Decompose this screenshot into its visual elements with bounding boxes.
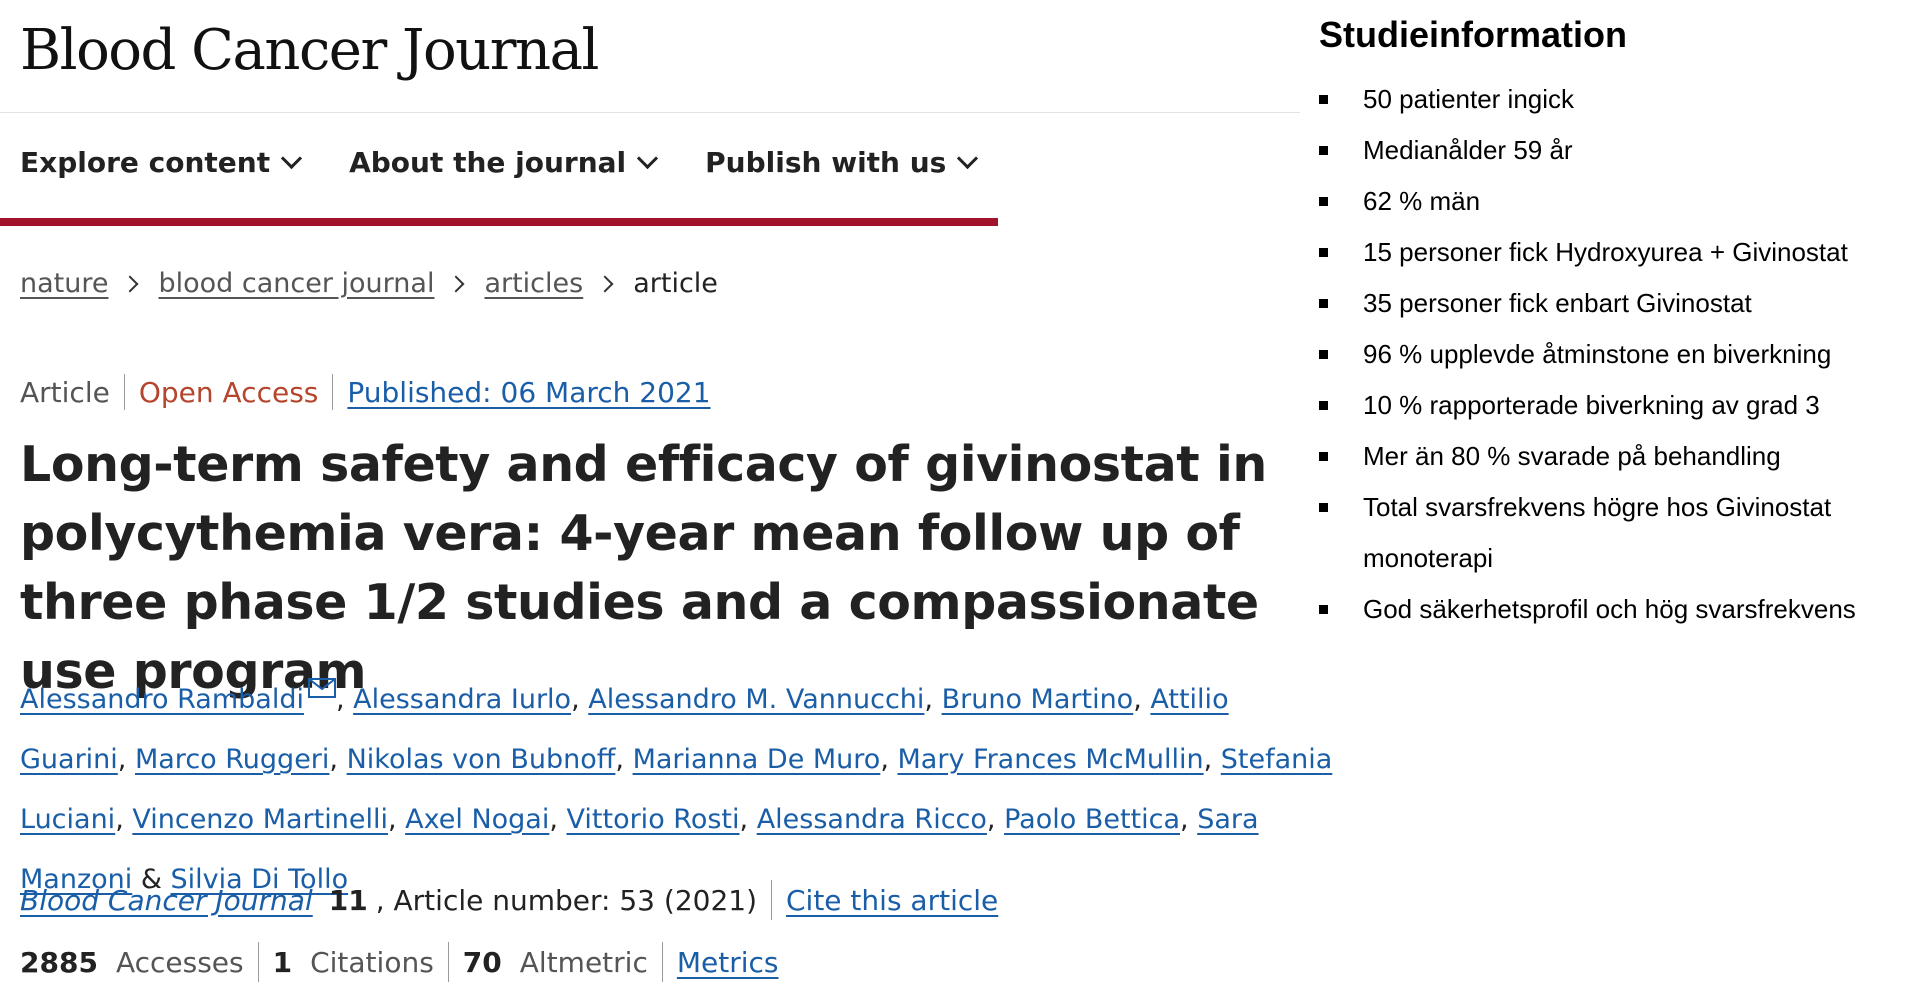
divider bbox=[661, 942, 663, 982]
author-link[interactable]: Paolo Bettica bbox=[1004, 804, 1181, 835]
author-link[interactable]: Marco Ruggeri bbox=[134, 744, 330, 775]
author-link[interactable]: Attilio Guarini bbox=[20, 684, 1229, 775]
divider bbox=[447, 942, 449, 982]
published-date-link[interactable]: Published: 06 March 2021 bbox=[347, 375, 711, 409]
altmetric-count: 70 bbox=[462, 945, 502, 979]
article-meta: Article Open Access Published: 06 March … bbox=[20, 374, 711, 410]
author-link[interactable]: Marianna De Muro bbox=[632, 744, 881, 775]
chevron-down-icon bbox=[957, 147, 979, 170]
divider bbox=[332, 374, 334, 410]
open-access-badge: Open Access bbox=[138, 375, 319, 409]
author-link[interactable]: Nikolas von Bubnoff bbox=[346, 744, 616, 775]
author-link[interactable]: Silvia Di Tollo bbox=[170, 864, 349, 895]
study-info-item: 50 patienter ingick bbox=[1319, 74, 1909, 125]
study-info-item: 35 personer fick enbart Givinostat bbox=[1319, 278, 1909, 329]
breadcrumb-articles[interactable]: articles bbox=[484, 268, 584, 299]
nav-about-the-journal[interactable]: About the journal bbox=[349, 146, 659, 179]
altmetric-label: Altmetric bbox=[519, 945, 648, 979]
citations-label: Citations bbox=[310, 945, 434, 979]
divider bbox=[771, 880, 772, 920]
cite-this-article-link[interactable]: Cite this article bbox=[786, 883, 999, 917]
author-link[interactable]: Stefania Luciani bbox=[20, 744, 1333, 835]
article-type: Article bbox=[20, 375, 110, 409]
author-link[interactable]: Alessandra Iurlo bbox=[353, 684, 572, 715]
study-info-item: 15 personer fick Hydroxyurea + Givinosta… bbox=[1319, 227, 1909, 278]
author-link[interactable]: Alessandra Ricco bbox=[756, 804, 987, 835]
mail-icon[interactable] bbox=[307, 678, 336, 698]
author-link[interactable]: Vittorio Rosti bbox=[566, 804, 740, 835]
study-info-item: Medianålder 59 år bbox=[1319, 125, 1909, 176]
nav-label: About the journal bbox=[349, 146, 627, 179]
author-link[interactable]: Sara Manzoni bbox=[20, 804, 1259, 895]
study-info-list: 50 patienter ingick Medianålder 59 år 62… bbox=[1319, 74, 1909, 635]
chevron-right-icon bbox=[596, 275, 614, 292]
study-info-panel: Studieinformation 50 patienter ingick Me… bbox=[1319, 14, 1909, 635]
article-title: Long-term safety and efficacy of givinos… bbox=[20, 436, 1267, 700]
citations-count: 1 bbox=[272, 945, 293, 979]
nav-explore-content[interactable]: Explore content bbox=[20, 146, 303, 179]
journal-logo[interactable]: Blood Cancer Journal bbox=[20, 18, 599, 83]
author-link[interactable]: Vincenzo Martinelli bbox=[132, 804, 388, 835]
study-info-item: 10 % rapporterade biverkning av grad 3 bbox=[1319, 380, 1909, 431]
author-list: Alessandro Rambaldi, Alessandra Iurlo, A… bbox=[20, 670, 1340, 910]
divider bbox=[257, 942, 259, 982]
study-info-item: Mer än 80 % svarade på behandling bbox=[1319, 431, 1909, 482]
study-info-item: Total svarsfrekvens högre hos Givinostat… bbox=[1319, 482, 1909, 584]
main-nav: Explore content About the journal Publis… bbox=[20, 146, 979, 179]
study-info-item: 96 % upplevde åtminstone en biverkning bbox=[1319, 329, 1909, 380]
metrics-link[interactable]: Metrics bbox=[676, 945, 779, 979]
article-number: , Article number: 53 (2021) bbox=[375, 883, 757, 917]
breadcrumb-current: article bbox=[633, 268, 718, 299]
chevron-right-icon bbox=[121, 275, 139, 292]
study-info-item: God säkerhetsprofil och hög svarsfrekven… bbox=[1319, 584, 1909, 635]
nav-label: Publish with us bbox=[705, 146, 947, 179]
breadcrumb: nature blood cancer journal articles art… bbox=[20, 268, 718, 299]
author-link[interactable]: Alessandro Rambaldi bbox=[20, 684, 304, 715]
study-info-item: 62 % män bbox=[1319, 176, 1909, 227]
chevron-down-icon bbox=[280, 147, 303, 170]
author-link[interactable]: Mary Frances McMullin bbox=[897, 744, 1204, 775]
nav-publish-with-us[interactable]: Publish with us bbox=[705, 146, 979, 179]
site-header: Blood Cancer Journal bbox=[0, 0, 1300, 113]
nav-label: Explore content bbox=[20, 146, 271, 179]
citation-info: Blood Cancer Journal 11 , Article number… bbox=[20, 880, 998, 920]
accesses-count: 2885 bbox=[20, 945, 98, 979]
breadcrumb-nature[interactable]: nature bbox=[20, 268, 109, 299]
nav-divider bbox=[0, 218, 998, 226]
article-metrics: 2885 Accesses 1 Citations 70 Altmetric M… bbox=[20, 942, 778, 982]
volume-number: 11 bbox=[328, 883, 368, 917]
breadcrumb-blood-cancer-journal[interactable]: blood cancer journal bbox=[158, 268, 435, 299]
divider bbox=[123, 374, 125, 410]
study-info-title: Studieinformation bbox=[1319, 14, 1627, 55]
author-link[interactable]: Axel Nogai bbox=[405, 804, 550, 835]
chevron-right-icon bbox=[447, 275, 465, 292]
journal-name-link[interactable]: Blood Cancer Journal bbox=[20, 883, 313, 917]
author-link[interactable]: Alessandro M. Vannucchi bbox=[588, 684, 925, 715]
and-separator: & bbox=[140, 864, 162, 895]
author-link[interactable]: Bruno Martino bbox=[941, 684, 1134, 715]
chevron-down-icon bbox=[637, 147, 659, 170]
accesses-label: Accesses bbox=[115, 945, 244, 979]
